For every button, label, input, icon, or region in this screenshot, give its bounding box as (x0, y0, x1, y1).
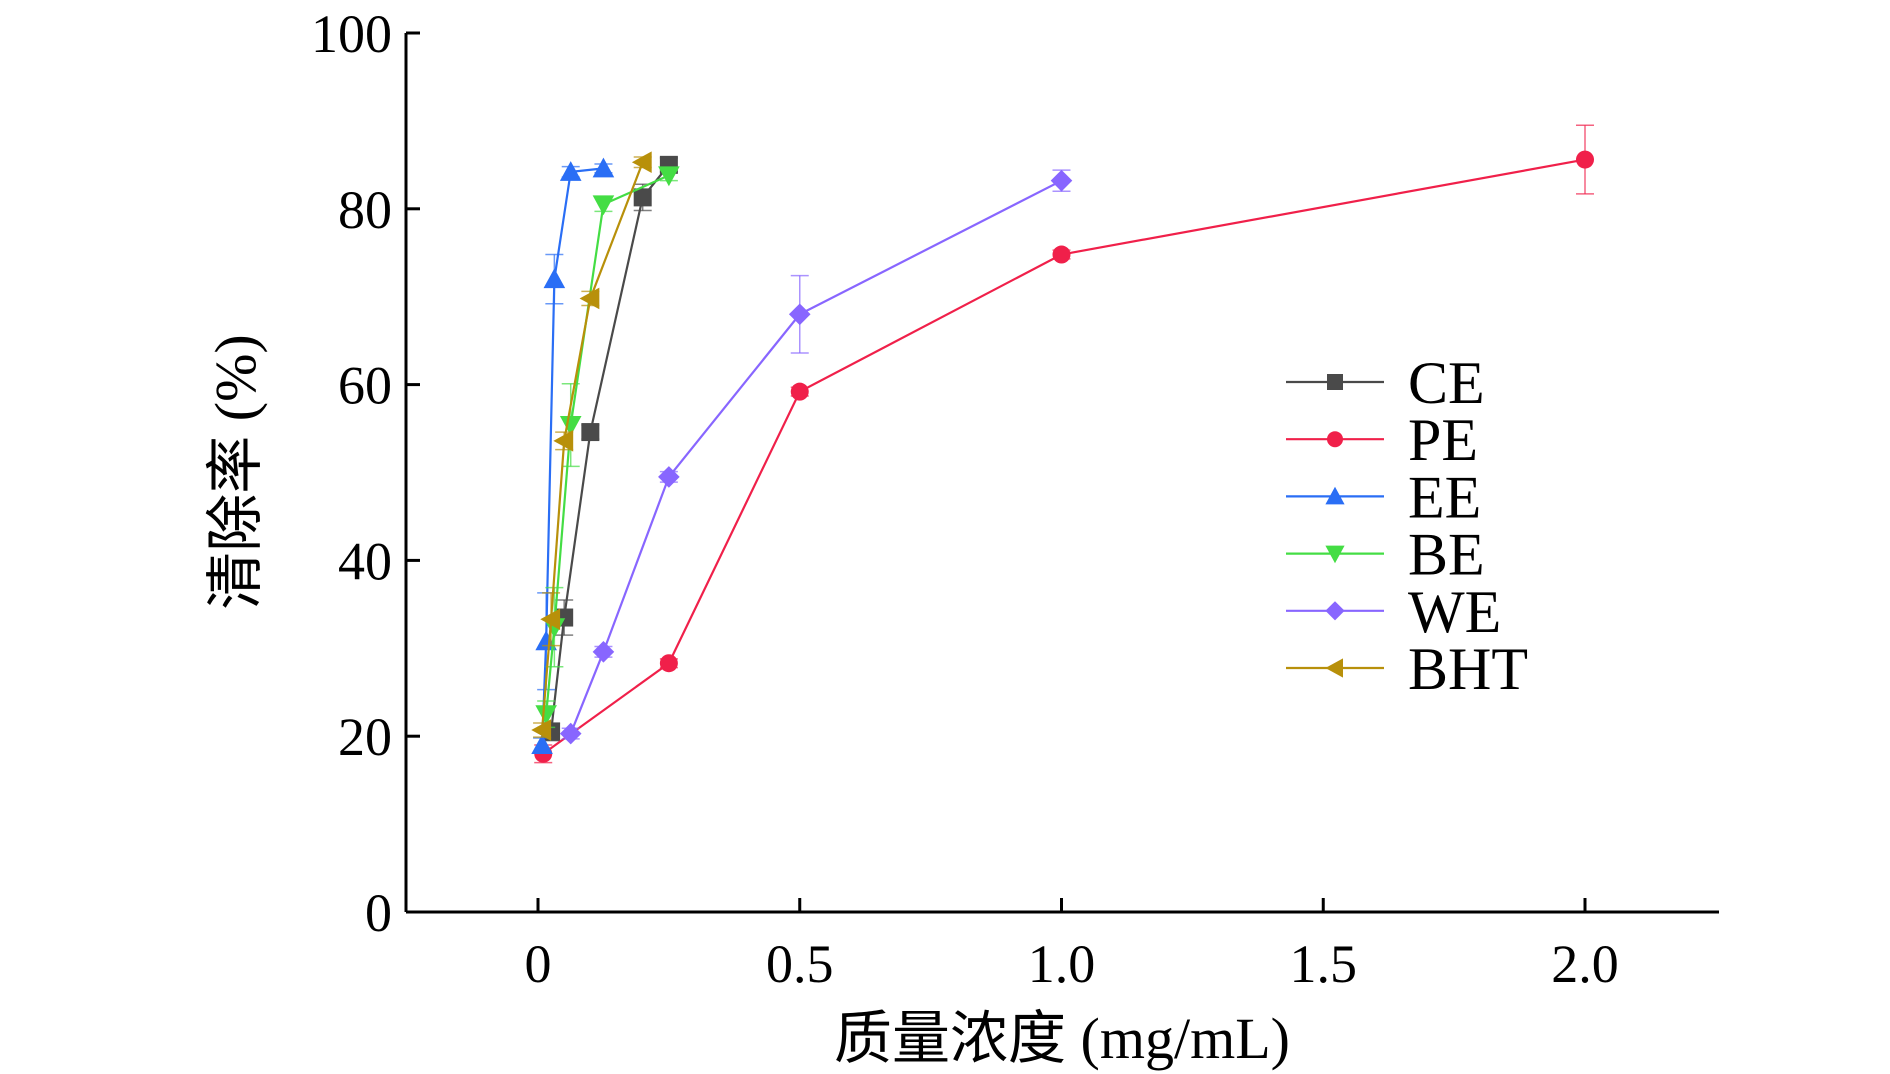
y-tick-label: 80 (338, 180, 392, 240)
x-tick-label: 1.0 (1028, 934, 1096, 994)
series-we (559, 169, 1073, 745)
legend-label: BE (1408, 522, 1485, 588)
legend-label: CE (1408, 350, 1485, 416)
legend-item-we: WE (1286, 579, 1501, 645)
x-tick-label: 0 (525, 934, 552, 994)
y-tick-label: 20 (338, 707, 392, 767)
y-tick-label: 100 (311, 4, 392, 64)
marker-square (1327, 374, 1343, 390)
series-line (569, 179, 1063, 734)
marker-square (581, 423, 600, 442)
legend-label: BHT (1408, 636, 1528, 702)
marker-triangle-down (592, 195, 615, 216)
series-line (540, 161, 644, 731)
legend-item-ce: CE (1286, 350, 1485, 416)
marker-diamond (658, 466, 680, 488)
marker-triangle-up (592, 157, 615, 178)
marker-triangle-left (553, 430, 574, 452)
marker-triangle-down (535, 705, 557, 726)
x-tick-label: 1.5 (1290, 934, 1358, 994)
marker-circle (1052, 245, 1071, 264)
legend-label: EE (1408, 464, 1481, 530)
marker-diamond (592, 641, 615, 663)
marker-triangle-up (1325, 486, 1345, 505)
marker-triangle-down (559, 416, 582, 436)
marker-diamond (1050, 169, 1073, 192)
marker-diamond (1325, 601, 1345, 621)
marker-circle (1327, 431, 1343, 448)
marker-triangle-down (1325, 545, 1345, 564)
y-tick-label: 60 (338, 356, 392, 416)
legend-item-be: BE (1286, 522, 1485, 588)
marker-triangle-left (1325, 658, 1343, 678)
legend-label: WE (1408, 579, 1501, 645)
marker-triangle-left (631, 151, 652, 174)
marker-circle (790, 382, 809, 401)
legend-label: PE (1408, 407, 1478, 473)
series-bht (531, 151, 652, 741)
marker-triangle-left (540, 608, 561, 631)
y-tick-label: 40 (338, 531, 392, 591)
axes: 0 20 40 60 80 100 0 0.5 1.0 1.5 2.0 (311, 4, 1719, 994)
marker-triangle-up (543, 268, 566, 289)
y-tick-label: 0 (365, 883, 392, 943)
y-axis-label: 清除率 (%) (203, 334, 268, 609)
x-tick-label: 0.5 (766, 934, 834, 994)
marker-triangle-left (531, 719, 552, 741)
x-axis-label: 质量浓度 (mg/mL) (834, 1006, 1290, 1071)
marker-circle (1576, 150, 1594, 169)
marker-diamond (559, 722, 582, 745)
series-group (531, 124, 1594, 764)
marker-circle (659, 654, 678, 673)
legend-item-pe: PE (1286, 407, 1478, 473)
series-ee (531, 157, 615, 754)
legend-item-bht: BHT (1286, 636, 1528, 702)
marker-square (633, 188, 652, 207)
marker-triangle-up (559, 161, 582, 181)
marker-diamond (788, 303, 811, 326)
x-tick-label: 2.0 (1551, 934, 1619, 994)
marker-triangle-down (658, 166, 680, 187)
legend-item-ee: EE (1286, 464, 1481, 530)
marker-triangle-left (579, 287, 600, 310)
marker-triangle-up (531, 734, 553, 754)
